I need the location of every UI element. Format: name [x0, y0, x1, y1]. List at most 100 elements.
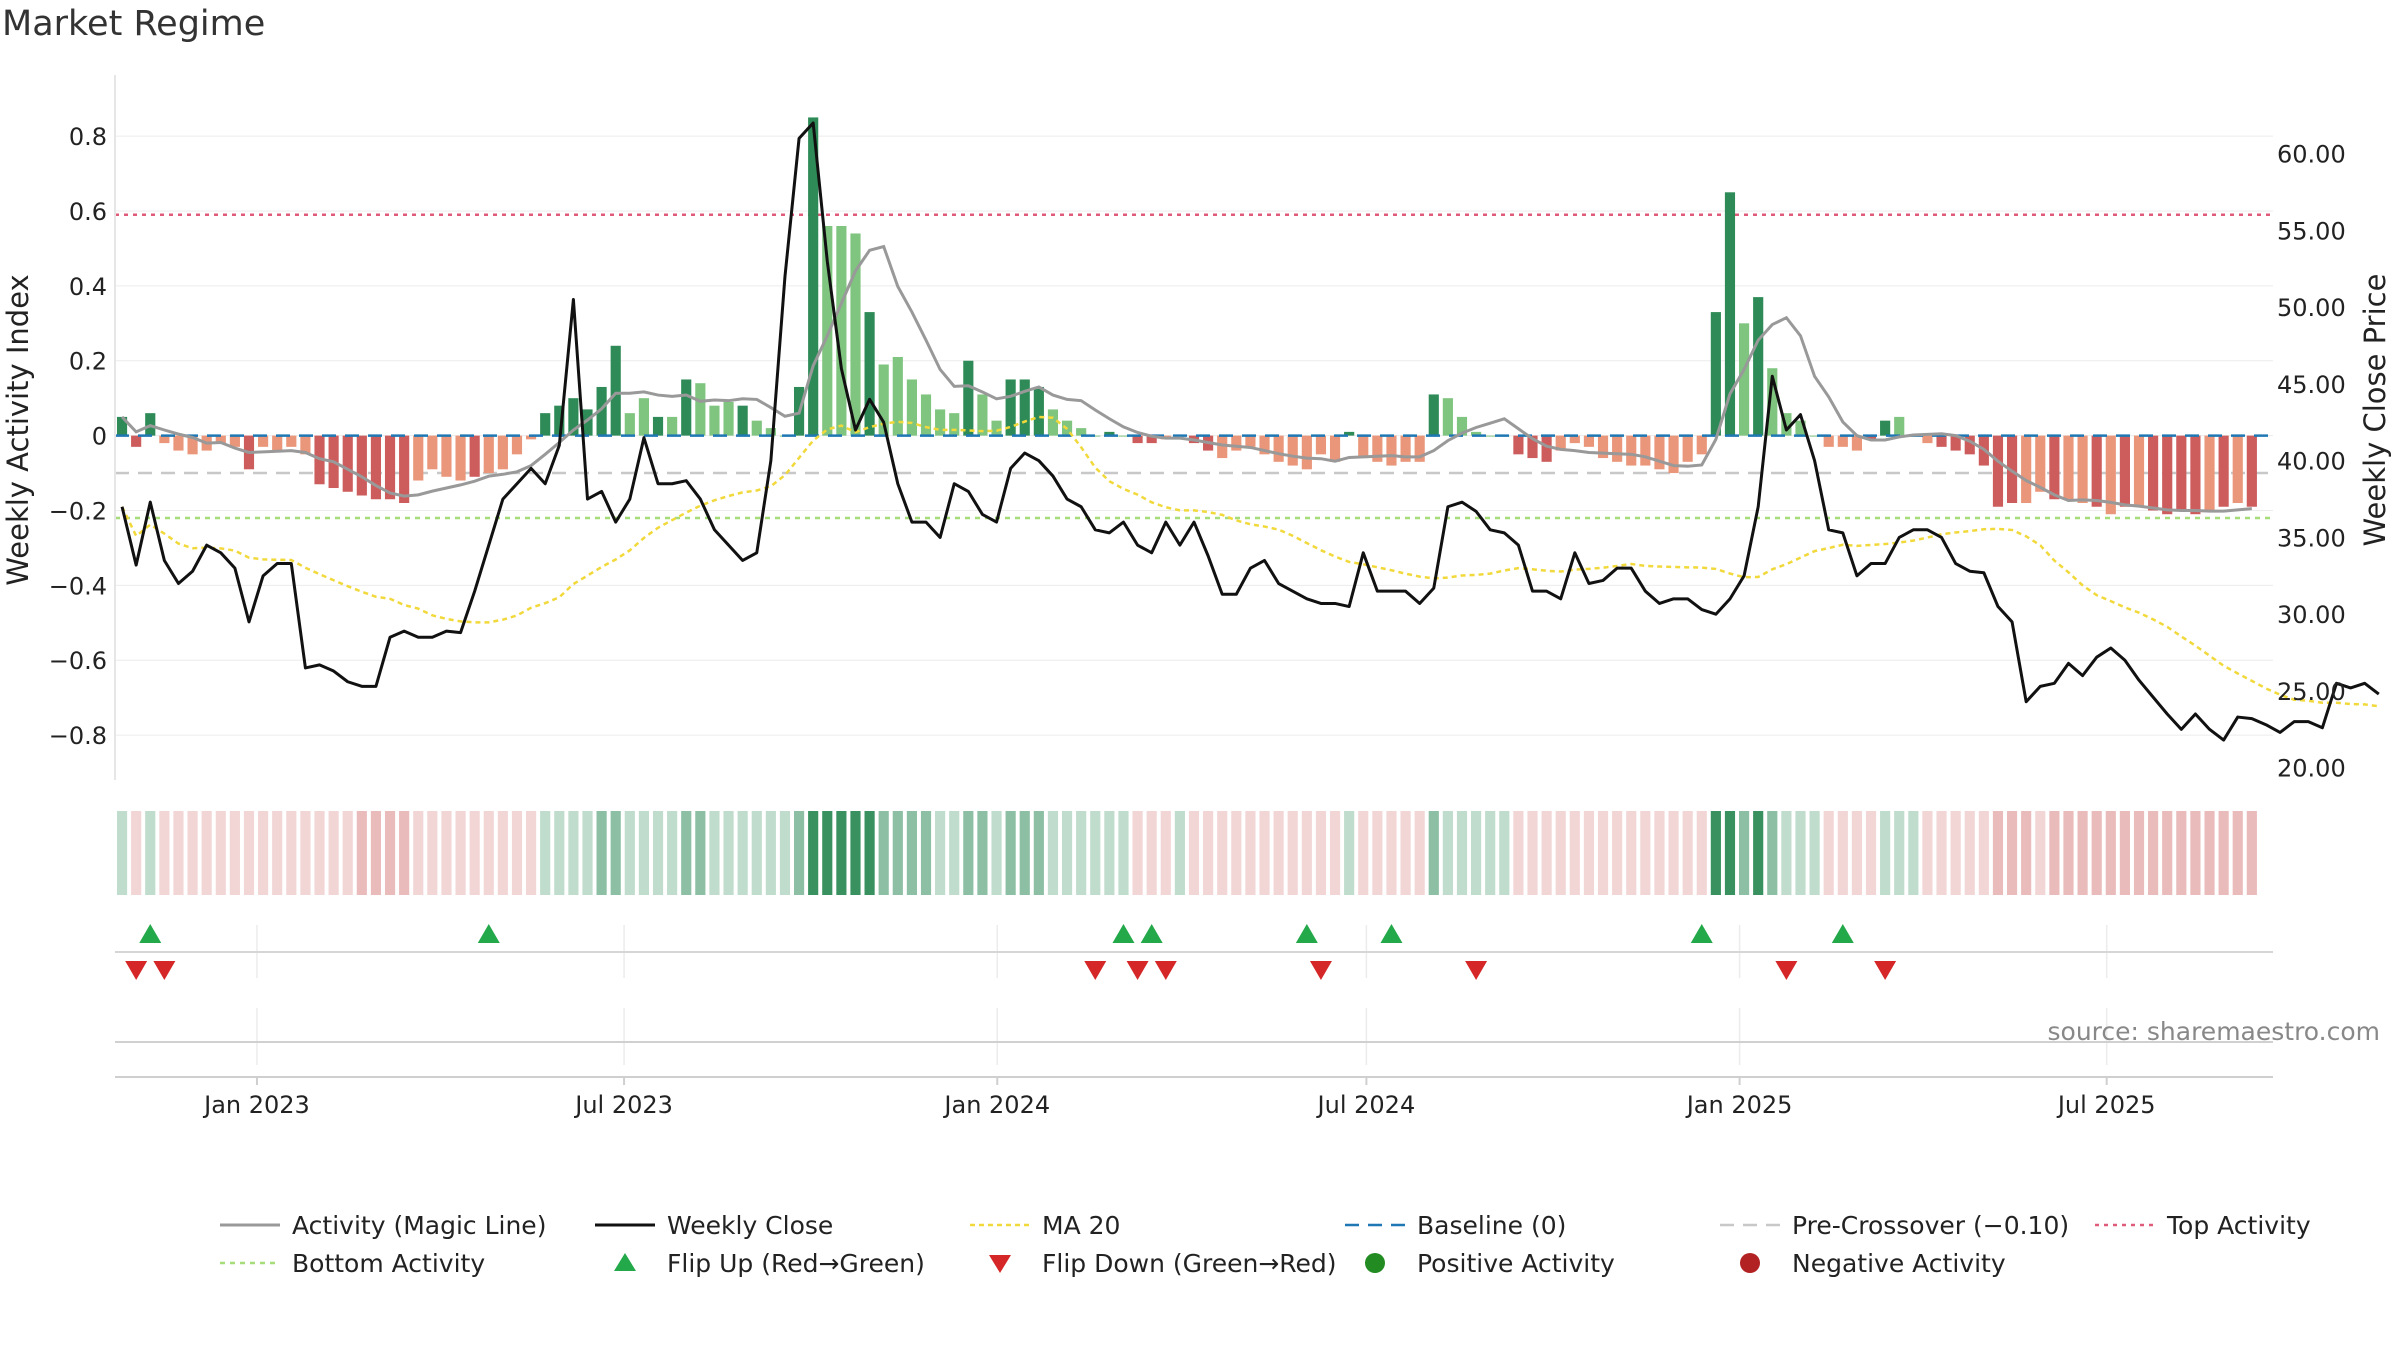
activity-bar [1964, 435, 1975, 455]
flip-down-marker [125, 961, 148, 980]
activity-bar [384, 435, 396, 500]
activity-bar [2021, 435, 2032, 503]
grid-layer [115, 135, 2273, 1065]
activity-bar [751, 420, 762, 436]
activity-bar [1386, 435, 1397, 466]
regime-cell [1372, 811, 1383, 895]
regime-cell [624, 811, 635, 895]
activity-bar [2204, 435, 2215, 511]
regime-cell [864, 811, 875, 895]
regime-cell [2035, 811, 2046, 895]
activity-bar [1315, 435, 1327, 455]
activity-bar [1823, 435, 1834, 447]
activity-bar [695, 383, 706, 436]
regime-cell [1739, 811, 1750, 895]
flip-markers [115, 924, 2273, 1043]
regime-cell [2148, 811, 2159, 895]
y2-tick-label: 25.00 [2277, 678, 2346, 706]
activity-bar [1513, 435, 1524, 455]
y-tick-label: 0.2 [69, 348, 107, 376]
activity-bar [1894, 416, 1905, 436]
regime-cell [1612, 811, 1623, 895]
regime-cell [963, 811, 974, 895]
activity-bar [850, 233, 861, 436]
magic-line [120, 244, 2252, 513]
x-tick-label: Jul 2023 [573, 1091, 673, 1119]
regime-cell [1217, 811, 1228, 895]
regime-cell [1301, 811, 1312, 895]
activity-bar [596, 386, 607, 436]
activity-bar [2091, 435, 2102, 507]
regime-cell [1231, 811, 1242, 895]
activity-bar [2246, 435, 2257, 507]
activity-bar [737, 405, 748, 436]
flip-down-marker [1126, 961, 1149, 980]
ma20-line [120, 415, 2379, 708]
x-tick-label: Jan 2023 [202, 1091, 310, 1119]
regime-cell [2162, 811, 2173, 895]
activity-bar [1739, 323, 1750, 436]
activity-bar [173, 435, 184, 451]
activity-bar [1301, 435, 1312, 470]
regime-cell [977, 811, 988, 895]
regime-cell [1682, 811, 1693, 895]
activity-bar [652, 416, 664, 436]
activity-bar [624, 413, 635, 436]
y2-tick-label: 40.00 [2277, 448, 2346, 476]
activity-bar [455, 435, 466, 481]
activity-bar [582, 409, 593, 436]
activity-bar [1724, 192, 1736, 436]
axes-layer: 0.8 0.6 0.4 0.2 0 −0.2 −0.4 −0.6 −0.8 60.00 55.00 5… [1, 75, 2392, 1119]
regime-cell [1499, 811, 1510, 895]
activity-bar [977, 394, 988, 436]
regime-cell [1005, 811, 1016, 895]
activity-bar [540, 413, 551, 436]
regime-cell [1527, 811, 1538, 895]
regime-cell [808, 811, 819, 895]
activity-bar [1668, 435, 1679, 474]
regime-cell [1936, 811, 1947, 895]
y2-tick-label: 20.00 [2277, 755, 2346, 783]
regime-cell [2077, 811, 2088, 895]
regime-cell [1795, 811, 1806, 895]
regime-cell [723, 811, 734, 895]
regime-cell [822, 811, 833, 895]
activity-bar [1146, 435, 1157, 444]
flip-up-marker [1690, 924, 1713, 943]
activity-bar [1865, 435, 1877, 440]
legend: Activity (Magic Line) Weekly Close MA 20 Ba… [220, 1211, 2311, 1278]
activity-bar [1019, 379, 1030, 436]
regime-cell [2133, 811, 2145, 895]
x-tick-label: Jan 2024 [942, 1091, 1050, 1119]
regime-cell [1245, 811, 1256, 895]
regime-cell [145, 811, 156, 895]
activity-bar [413, 435, 424, 481]
activity-bar [1837, 435, 1848, 447]
y2-tick-label: 35.00 [2277, 524, 2346, 552]
regime-cell [1287, 811, 1298, 895]
activity-bar [2105, 435, 2116, 515]
activity-bar [1654, 435, 1665, 470]
regime-cell [1358, 811, 1369, 895]
regime-cell [1781, 811, 1792, 895]
regime-cell [131, 811, 142, 895]
activity-bar [2232, 435, 2243, 503]
activity-bar [116, 416, 128, 436]
activity-bar [709, 405, 720, 436]
legend-label: Activity (Magic Line) [292, 1211, 546, 1240]
activity-bar [1485, 435, 1496, 437]
activity-bar [878, 364, 889, 436]
regime-cell [1203, 811, 1214, 895]
activity-bar [2063, 435, 2074, 500]
regime-cell [949, 811, 960, 895]
activity-bar [1880, 420, 1891, 436]
regime-cell [878, 811, 889, 895]
activity-bar [469, 435, 480, 477]
y-tick-label: −0.6 [49, 647, 107, 675]
regime-cell [2246, 811, 2257, 895]
regime-cell [2006, 811, 2018, 895]
activity-bar [2006, 435, 2018, 503]
regime-cell [1865, 811, 1877, 895]
regime-cell [483, 811, 494, 895]
regime-cell [286, 811, 297, 895]
